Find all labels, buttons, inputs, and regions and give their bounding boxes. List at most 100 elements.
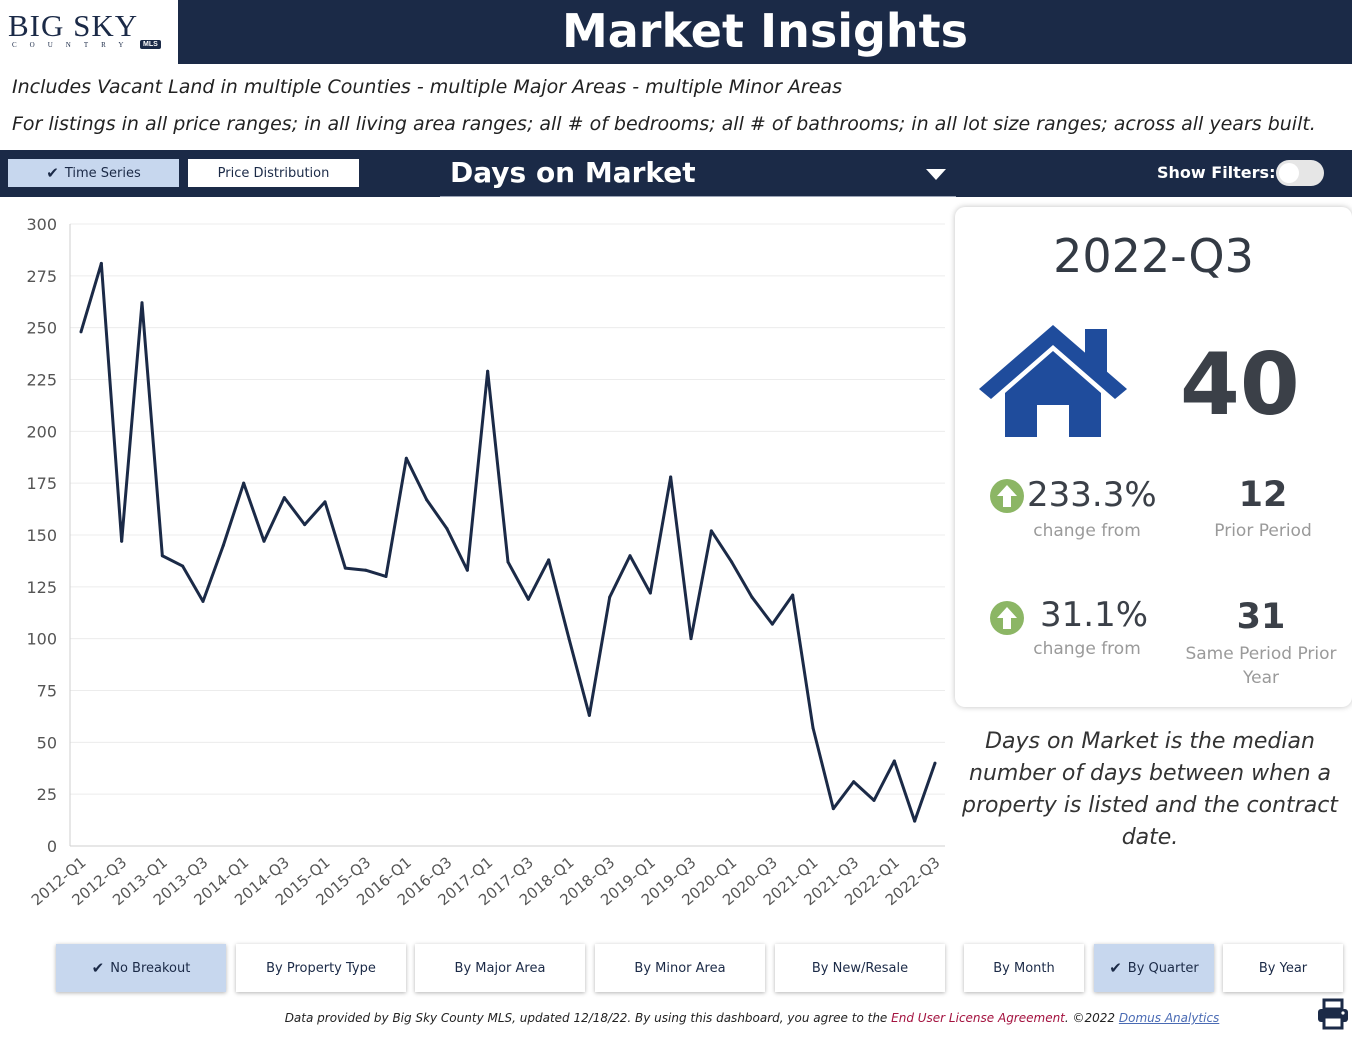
by-year-label: By Year bbox=[1258, 960, 1308, 976]
y-tick-label: 200 bbox=[26, 422, 57, 441]
change-from-prior-pct: 233.3% bbox=[1027, 475, 1157, 515]
domus-analytics-link[interactable]: Domus Analytics bbox=[1118, 1011, 1220, 1025]
change-from-prior-year-pct: 31.1% bbox=[1040, 595, 1149, 635]
by-minor-area-label: By Minor Area bbox=[634, 960, 726, 976]
data-point bbox=[384, 574, 388, 578]
by-quarter-button[interactable]: ✔ By Quarter bbox=[1094, 944, 1214, 992]
data-point bbox=[486, 369, 490, 373]
no-breakout-label: No Breakout bbox=[110, 960, 191, 976]
data-point bbox=[608, 595, 612, 599]
data-point bbox=[730, 560, 734, 564]
data-point bbox=[669, 475, 673, 479]
data-point bbox=[831, 807, 835, 811]
metric-dropdown[interactable]: Days on Market bbox=[440, 150, 956, 197]
arrow-up-icon bbox=[990, 479, 1024, 513]
by-quarter-label: By Quarter bbox=[1127, 960, 1199, 976]
data-point bbox=[648, 591, 652, 595]
price-distribution-label: Price Distribution bbox=[217, 165, 330, 181]
y-tick-label: 175 bbox=[26, 474, 57, 493]
checkmark-icon: ✔ bbox=[91, 959, 105, 977]
data-point bbox=[567, 637, 571, 641]
days-on-market-chart: 02550751001251501752002252502753002012-Q… bbox=[26, 215, 945, 909]
data-point bbox=[689, 637, 693, 641]
by-month-label: By Month bbox=[993, 960, 1055, 976]
prior-year-value: 31 bbox=[1236, 597, 1286, 637]
data-point bbox=[120, 539, 124, 543]
data-point bbox=[811, 726, 815, 730]
data-point bbox=[628, 554, 632, 558]
summary-period: 2022-Q3 bbox=[1053, 229, 1254, 283]
series-line bbox=[79, 261, 937, 823]
data-point bbox=[140, 301, 144, 305]
data-point bbox=[404, 456, 408, 460]
data-point bbox=[872, 798, 876, 802]
price-distribution-button[interactable]: Price Distribution bbox=[188, 159, 359, 187]
footer-copyright: . ©2022 bbox=[1064, 1011, 1119, 1025]
data-point bbox=[323, 500, 327, 504]
by-minor-area-button[interactable]: By Minor Area bbox=[595, 944, 765, 992]
data-point bbox=[709, 529, 713, 533]
prior-year-caption: Same Period Prior Year bbox=[1171, 644, 1351, 688]
checkmark-icon: ✔ bbox=[46, 164, 59, 182]
header-bar: Market Insights bbox=[178, 0, 1352, 64]
page-title: Market Insights bbox=[561, 4, 969, 58]
data-point bbox=[445, 527, 449, 531]
data-point bbox=[181, 564, 185, 568]
data-point bbox=[506, 560, 510, 564]
data-point bbox=[242, 481, 246, 485]
data-point bbox=[791, 593, 795, 597]
footer: Data provided by Big Sky County MLS, upd… bbox=[0, 1011, 1352, 1025]
logo[interactable]: BIG SKY COUNTRY MLS bbox=[0, 0, 178, 64]
data-point bbox=[99, 261, 103, 265]
y-tick-label: 25 bbox=[37, 785, 57, 804]
data-point bbox=[465, 568, 469, 572]
time-series-button[interactable]: ✔ Time Series bbox=[8, 159, 179, 187]
y-tick-label: 75 bbox=[37, 682, 57, 701]
y-tick-label: 125 bbox=[26, 578, 57, 597]
data-point bbox=[303, 523, 307, 527]
prior-year-caption-line2: Year bbox=[1243, 668, 1279, 688]
by-major-area-button[interactable]: By Major Area bbox=[415, 944, 585, 992]
house-icon bbox=[979, 325, 1127, 437]
checkmark-icon: ✔ bbox=[1109, 959, 1122, 977]
data-point bbox=[547, 558, 551, 562]
show-filters-toggle[interactable] bbox=[1276, 160, 1324, 186]
y-tick-label: 275 bbox=[26, 267, 57, 286]
prior-year-caption-line1: Same Period Prior bbox=[1185, 644, 1337, 664]
data-point bbox=[425, 498, 429, 502]
y-tick-label: 250 bbox=[26, 319, 57, 338]
data-point bbox=[526, 597, 530, 601]
data-point bbox=[913, 819, 917, 823]
footer-text: Data provided by Big Sky County MLS, upd… bbox=[284, 1011, 892, 1025]
change-from-prior-caption: change from bbox=[1033, 521, 1141, 541]
y-tick-label: 150 bbox=[26, 526, 57, 545]
y-tick-label: 300 bbox=[26, 215, 57, 234]
summary-value: 40 bbox=[1180, 335, 1300, 435]
print-icon[interactable] bbox=[1316, 998, 1350, 1030]
by-property-type-button[interactable]: By Property Type bbox=[236, 944, 406, 992]
subtitle-filters: For listings in all price ranges; in all… bbox=[12, 113, 1316, 135]
logo-badge: MLS bbox=[140, 40, 161, 49]
data-point bbox=[343, 566, 347, 570]
logo-subtext: COUNTRY bbox=[12, 41, 137, 49]
toggle-knob bbox=[1279, 163, 1299, 183]
no-breakout-button[interactable]: ✔ No Breakout bbox=[56, 944, 226, 992]
show-filters-label: Show Filters: bbox=[1157, 163, 1276, 182]
data-point bbox=[587, 713, 591, 717]
data-point bbox=[221, 543, 225, 547]
chevron-down-icon bbox=[926, 169, 946, 180]
eula-link[interactable]: End User License Agreement bbox=[891, 1011, 1065, 1025]
by-new-resale-button[interactable]: By New/Resale bbox=[775, 944, 945, 992]
data-point bbox=[201, 599, 205, 603]
by-year-button[interactable]: By Year bbox=[1223, 944, 1343, 992]
by-month-button[interactable]: By Month bbox=[964, 944, 1084, 992]
prior-period-value: 12 bbox=[1238, 475, 1288, 515]
metric-definition: Days on Market is the median number of d… bbox=[962, 729, 1338, 850]
time-series-label: Time Series bbox=[64, 165, 141, 181]
data-point bbox=[770, 622, 774, 626]
toolbar: ✔ Time Series Price Distribution Days on… bbox=[0, 150, 1352, 197]
data-point bbox=[262, 539, 266, 543]
data-point bbox=[750, 595, 754, 599]
y-tick-label: 50 bbox=[37, 733, 57, 752]
arrow-up-icon bbox=[990, 601, 1024, 635]
